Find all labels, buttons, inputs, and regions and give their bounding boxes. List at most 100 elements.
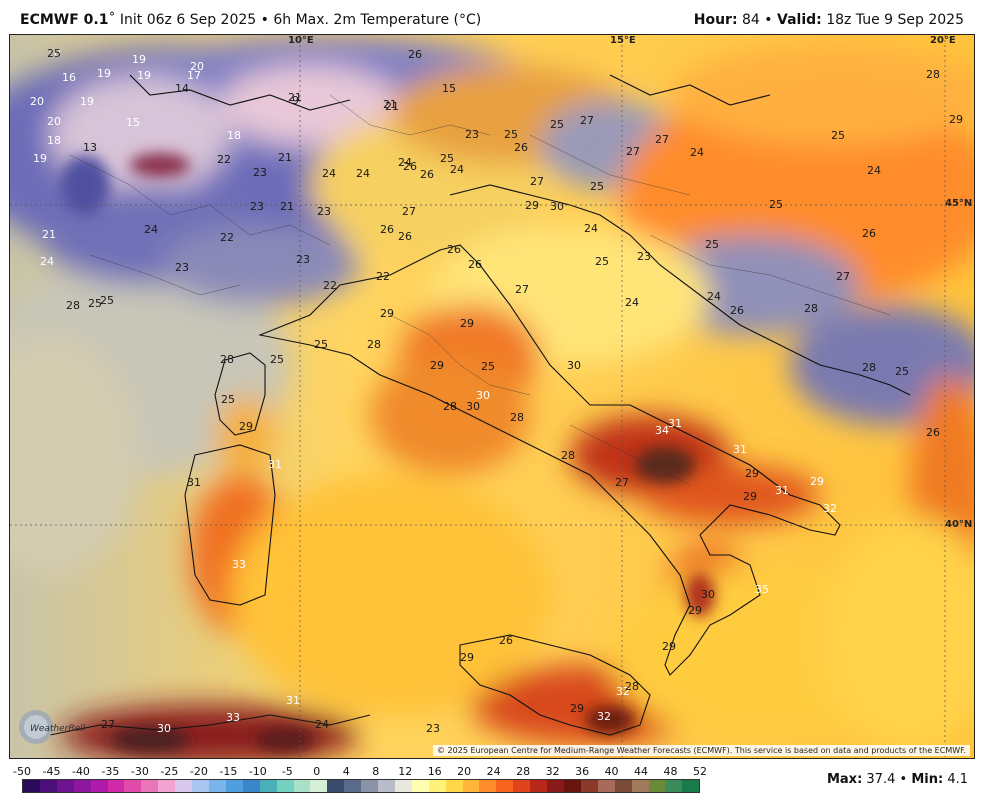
temperature-value-label: 23 (465, 128, 479, 141)
legend-swatch (428, 780, 446, 792)
temperature-value-label: 24 (40, 255, 54, 268)
temperature-value-label: 33 (232, 558, 246, 571)
legend-tick: -50 (13, 765, 31, 778)
temperature-value-label: 28 (625, 680, 639, 693)
temperature-value-label: 23 (317, 205, 331, 218)
temperature-value-label: 25 (221, 393, 235, 406)
temperature-value-label: 30 (466, 400, 480, 413)
legend-swatch (445, 780, 463, 792)
temperature-value-label: 15 (442, 82, 456, 95)
temperature-value-label: 28 (804, 302, 818, 315)
temperature-value-label: 27 (402, 205, 416, 218)
legend-swatch (462, 780, 480, 792)
temperature-value-label: 31 (286, 694, 300, 707)
legend-swatch (124, 780, 142, 792)
temperature-value-label: 31 (733, 443, 747, 456)
legend-swatch (530, 780, 548, 792)
temperature-value-label: 23 (175, 261, 189, 274)
temperature-value-label: 28 (367, 338, 381, 351)
temperature-value-label: 25 (705, 238, 719, 251)
temperature-value-label: 25 (590, 180, 604, 193)
temperature-value-label: 21 (278, 151, 292, 164)
temperature-value-label: 24 (450, 163, 464, 176)
temperature-value-label: 25 (831, 129, 845, 142)
temperature-value-label: 26 (403, 160, 417, 173)
legend-swatch (208, 780, 226, 792)
temperature-value-label: 21 (383, 98, 397, 111)
temperature-value-label: 24 (322, 167, 336, 180)
temperature-value-label: 30 (550, 200, 564, 213)
legend-swatch (496, 780, 514, 792)
temperature-value-label: 25 (481, 360, 495, 373)
legend-swatch (580, 780, 598, 792)
temperature-value-label: 21 (42, 228, 56, 241)
temperature-value-label: 23 (296, 253, 310, 266)
temperature-value-label: 13 (83, 141, 97, 154)
temperature-value-label: 19 (137, 69, 151, 82)
temperature-value-label: 33 (226, 711, 240, 724)
temperature-value-label: 32 (597, 710, 611, 723)
legend-swatch (90, 780, 108, 792)
map-header: ECMWF 0.1˚ Init 06z 6 Sep 2025 • 6h Max.… (0, 0, 984, 34)
lat-45n: 45°N (945, 198, 973, 209)
temperature-value-label: 27 (626, 145, 640, 158)
temperature-value-label: 27 (615, 476, 629, 489)
model-name: ECMWF 0.1 (20, 12, 109, 28)
temperature-value-label: 27 (530, 175, 544, 188)
temperature-value-label: 30 (567, 359, 581, 372)
temperature-value-label: 19 (80, 95, 94, 108)
temperature-map[interactable]: 20 19 16 19 19 20 17 14 20 21 19 9 20 15 18 13 18 19 22 21 2… (9, 34, 975, 759)
temperature-value-label: 9 (292, 94, 299, 107)
legend-tick: -20 (189, 765, 208, 778)
legend-tick: 12 (398, 765, 413, 778)
temperature-value-label: 31 (668, 417, 682, 430)
logo-text: WeatherBell (30, 724, 86, 734)
temperature-value-label: 25 (100, 294, 114, 307)
legend-swatch (175, 780, 193, 792)
temperature-value-label: 29 (745, 467, 759, 480)
legend-swatch (56, 780, 74, 792)
legend-swatch (23, 780, 40, 792)
legend-tick: 44 (634, 765, 649, 778)
temperature-value-label: 24 (584, 222, 598, 235)
valid-datetime: 18z Tue 9 Sep 2025 (826, 12, 964, 28)
forecast-hour: 84 (742, 12, 760, 28)
temperature-value-label: 28 (220, 353, 234, 366)
legend-tick: 40 (604, 765, 619, 778)
temperature-value-label: 23 (426, 722, 440, 735)
temperature-value-label: 24 (707, 290, 721, 303)
temperature-value-label: 26 (468, 258, 482, 271)
legend-tick: -5 (281, 765, 293, 778)
legend-tick: 8 (372, 765, 380, 778)
legend-tick: 24 (486, 765, 501, 778)
legend-swatch (682, 780, 700, 792)
legend-swatch (73, 780, 91, 792)
temperature-value-label: 22 (220, 231, 234, 244)
legend-swatch (259, 780, 277, 792)
color-legend: -50 -45 -40 -35 -30 -25 -20 -15 -10 -5 0 4 8 12 16 20 24… (0, 760, 984, 808)
min-value: 4.1 (947, 772, 968, 787)
legend-swatch (479, 780, 497, 792)
legend-swatch (394, 780, 412, 792)
temperature-value-label: 26 (408, 48, 422, 61)
init-time: Init 06z 6 Sep 2025 (119, 12, 257, 28)
temperature-value-label: 25 (769, 198, 783, 211)
temperature-value-label: 31 (187, 476, 201, 489)
copyright-notice: © 2025 European Centre for Medium-Range … (433, 745, 970, 756)
legend-swatch (597, 780, 615, 792)
temperature-value-label: 29 (380, 307, 394, 320)
temperature-value-label: 28 (66, 299, 80, 312)
temperature-value-label: 25 (47, 47, 61, 60)
temperature-value-label: 24 (315, 718, 329, 731)
legend-swatch (411, 780, 429, 792)
temperature-value-label: 26 (514, 141, 528, 154)
legend-tick: 16 (427, 765, 442, 778)
map-title: ECMWF 0.1˚ Init 06z 6 Sep 2025 • 6h Max.… (20, 12, 482, 28)
temperature-value-label: 34 (655, 424, 669, 437)
temperature-value-label: 25 (895, 365, 909, 378)
temperature-value-label: 25 (314, 338, 328, 351)
legend-swatch (631, 780, 649, 792)
legend-swatch (648, 780, 666, 792)
legend-tick: -45 (42, 765, 61, 778)
